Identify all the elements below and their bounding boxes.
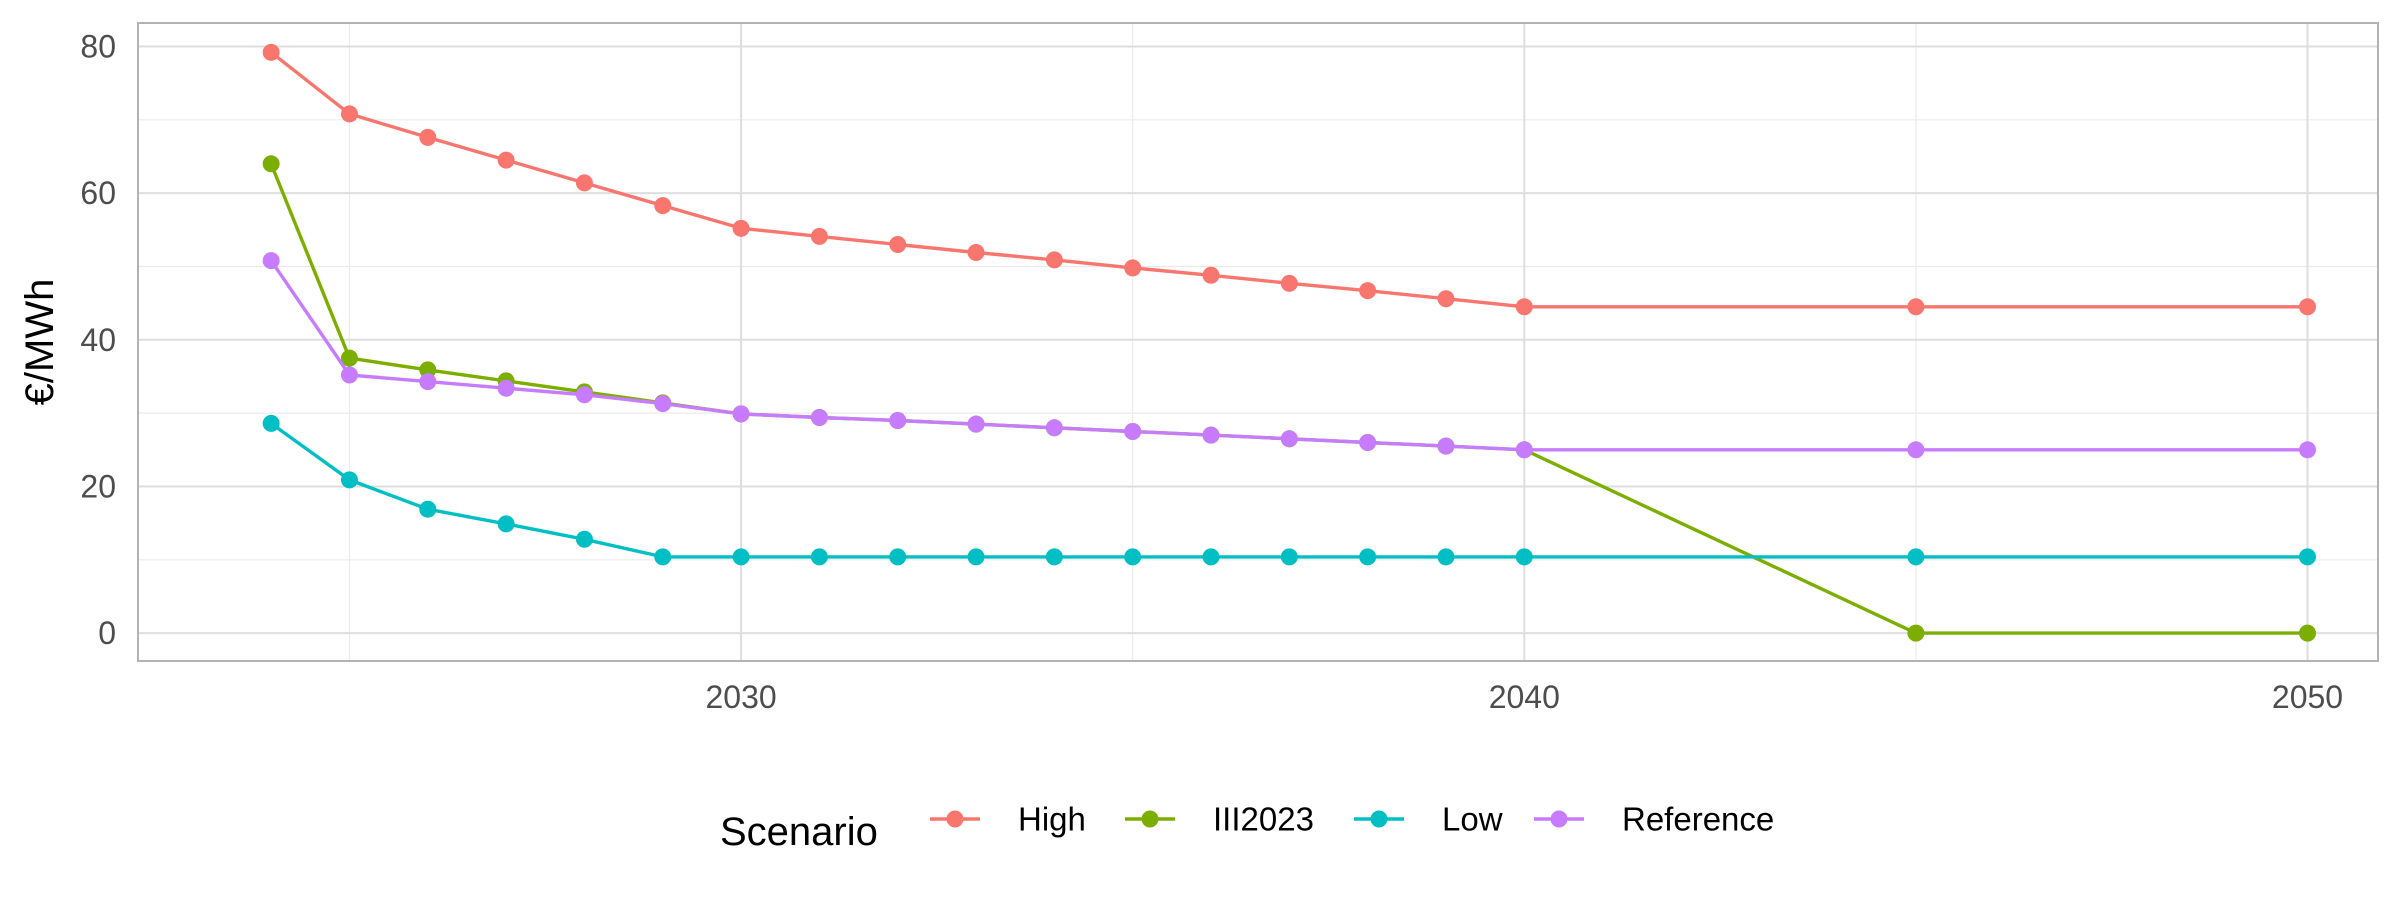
data-point-reference [810, 409, 828, 427]
legend-label: Reference [1622, 801, 1774, 838]
data-point-high [654, 197, 672, 215]
data-point-reference [967, 415, 985, 433]
data-point-reference [654, 395, 672, 413]
data-point-iii2023 [419, 361, 437, 379]
data-point-high [1437, 290, 1455, 308]
data-point-reference [340, 366, 358, 384]
data-point-low [967, 548, 985, 566]
data-point-low [262, 414, 280, 432]
data-point-reference [497, 379, 515, 397]
y-tick-label: 20 [80, 468, 116, 504]
data-point-low [2299, 548, 2317, 566]
data-point-low [1045, 548, 1063, 566]
data-point-reference [1202, 426, 1220, 444]
data-point-high [1359, 282, 1377, 300]
data-point-low [497, 515, 515, 533]
minor-gridlines [138, 23, 2378, 661]
data-point-reference [889, 411, 907, 429]
data-point-reference [1280, 430, 1298, 448]
y-tick-label: 40 [80, 322, 116, 358]
data-point-low [1515, 548, 1533, 566]
data-point-reference [1515, 441, 1533, 459]
data-point-low [1202, 548, 1220, 566]
data-point-reference [419, 373, 437, 391]
data-point-low [419, 500, 437, 518]
series-line-high [270, 50, 2308, 309]
data-point-low [340, 471, 358, 489]
legend-item-high: High [930, 801, 1086, 838]
data-point-low [889, 548, 907, 566]
series-iii2023 [262, 155, 2317, 642]
legend-key-point [1141, 810, 1159, 828]
data-point-high [810, 227, 828, 245]
legend: Scenario High III2023 Low Reference [720, 801, 1774, 855]
data-point-reference [1907, 441, 1925, 459]
legend-label: High [1018, 801, 1086, 838]
data-point-high [262, 43, 280, 61]
data-point-high [419, 128, 437, 146]
data-point-high [2299, 298, 2317, 316]
data-point-reference [575, 386, 593, 404]
data-point-low [1907, 548, 1925, 566]
data-point-reference [1124, 422, 1142, 440]
data-point-high [1515, 298, 1533, 316]
x-axis-tick-labels: 2030 2040 2050 [705, 679, 2343, 715]
legend-item-iii2023: III2023 [1125, 801, 1314, 838]
y-axis-tick-labels: 0 20 40 60 80 [80, 28, 116, 651]
data-point-iii2023 [1907, 624, 1925, 642]
data-point-reference [1437, 437, 1455, 455]
data-point-high [1045, 251, 1063, 269]
legend-key-point [1550, 810, 1568, 828]
legend-label: Low [1442, 801, 1503, 838]
data-point-low [1124, 548, 1142, 566]
x-tick-label: 2040 [1489, 679, 1560, 715]
data-point-high [1907, 298, 1925, 316]
data-point-low [1280, 548, 1298, 566]
data-point-low [575, 530, 593, 548]
legend-key-point [1370, 810, 1388, 828]
series-layer [262, 43, 2317, 642]
data-point-reference [2299, 441, 2317, 459]
data-point-high [575, 174, 593, 192]
data-point-reference [732, 405, 750, 423]
data-point-reference [1359, 433, 1377, 451]
legend-title: Scenario [720, 810, 878, 854]
major-gridlines [138, 23, 2378, 661]
data-point-low [810, 548, 828, 566]
data-point-low [1359, 548, 1377, 566]
data-point-reference [262, 252, 280, 270]
data-point-low [732, 548, 750, 566]
y-axis-title: €/MWh [18, 279, 62, 406]
y-tick-label: 60 [80, 175, 116, 211]
data-point-iii2023 [2299, 624, 2317, 642]
data-point-high [1124, 259, 1142, 277]
data-point-high [889, 235, 907, 253]
data-point-high [1280, 274, 1298, 292]
series-reference [262, 252, 2317, 459]
legend-key-point [946, 810, 964, 828]
data-point-reference [1045, 419, 1063, 437]
data-point-high [967, 244, 985, 262]
data-point-low [654, 548, 672, 566]
data-point-high [497, 151, 515, 169]
x-tick-label: 2050 [2272, 679, 2343, 715]
data-point-high [340, 105, 358, 123]
legend-label: III2023 [1213, 801, 1314, 838]
data-point-iii2023 [340, 349, 358, 367]
series-low [262, 414, 2317, 566]
y-tick-label: 0 [98, 615, 116, 651]
data-point-low [1437, 548, 1455, 566]
legend-item-reference: Reference [1534, 801, 1774, 838]
data-point-high [732, 219, 750, 237]
x-tick-label: 2030 [705, 679, 776, 715]
data-point-iii2023 [262, 155, 280, 173]
series-high [262, 43, 2317, 316]
legend-item-low: Low [1354, 801, 1503, 838]
data-point-high [1202, 266, 1220, 284]
plot-panel-border [137, 22, 2379, 662]
y-tick-label: 80 [80, 28, 116, 64]
